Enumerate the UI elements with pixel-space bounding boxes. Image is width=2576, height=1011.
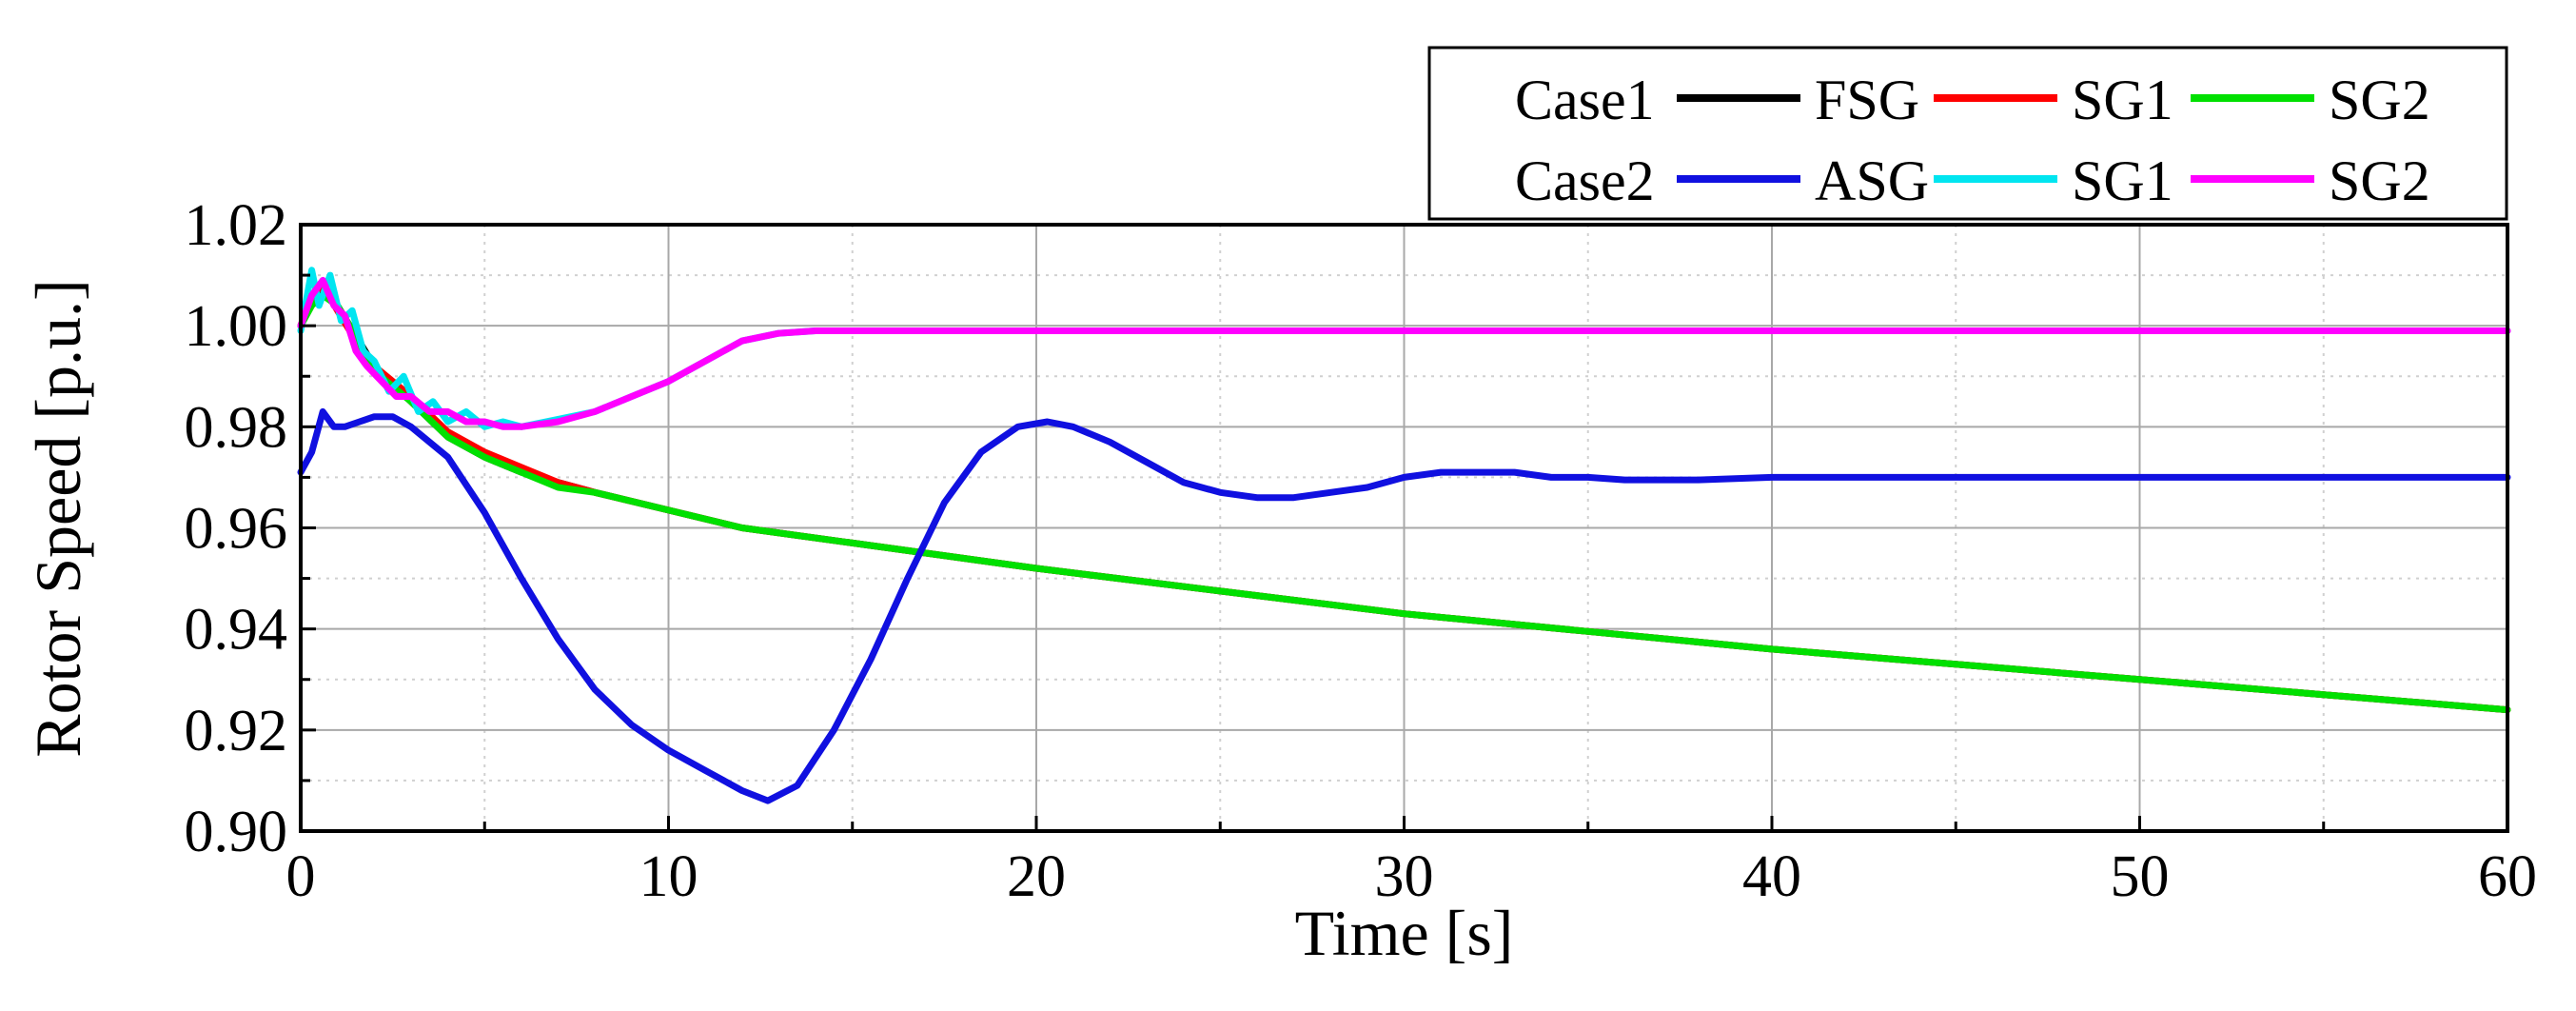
y-tick-label: 1.00	[185, 294, 288, 359]
legend-entry-label: SG2	[2329, 69, 2430, 131]
x-axis-label: Time [s]	[1295, 897, 1514, 969]
y-tick-label: 0.90	[185, 800, 288, 864]
x-tick-label: 50	[2111, 844, 2170, 909]
y-tick-label: 1.02	[185, 193, 288, 258]
legend-entry-label: ASG	[1815, 149, 1929, 212]
x-tick-label: 60	[2478, 844, 2537, 909]
legend-entry-label: FSG	[1815, 69, 1919, 131]
x-tick-label: 10	[639, 844, 698, 909]
legend-case-label: Case2	[1515, 149, 1655, 212]
x-tick-label: 40	[1742, 844, 1801, 909]
legend-entry-label: SG1	[2072, 149, 2173, 212]
y-tick-label: 0.92	[185, 699, 288, 763]
legend-case-label: Case1	[1515, 69, 1655, 131]
series-line-case2-asg	[297, 407, 2511, 804]
y-tick-label: 0.96	[185, 497, 288, 562]
y-axis-label: Rotor Speed [p.u.]	[22, 279, 94, 757]
y-tick-label: 0.98	[185, 395, 288, 460]
axis-ticks: 0 10 20 30 40 50 60 0.90 0.92 0.94 0.96 0.98 1.00 1.0…	[185, 193, 2538, 909]
series-lines	[297, 267, 2511, 804]
grid	[301, 225, 2507, 831]
x-tick-label: 20	[1007, 844, 1066, 909]
legend-entry-label: SG1	[2072, 69, 2173, 131]
series-line-case2-sg2	[297, 276, 2511, 430]
x-tick-label: 0	[286, 844, 316, 909]
legend: Case1 FSG SG1 SG2 Case2 ASG SG1 SG2	[1427, 46, 2508, 221]
legend-box	[1427, 46, 2508, 221]
legend-entry-label: SG2	[2329, 149, 2430, 212]
x-tick-label: 30	[1375, 844, 1434, 909]
y-tick-label: 0.94	[185, 598, 288, 663]
